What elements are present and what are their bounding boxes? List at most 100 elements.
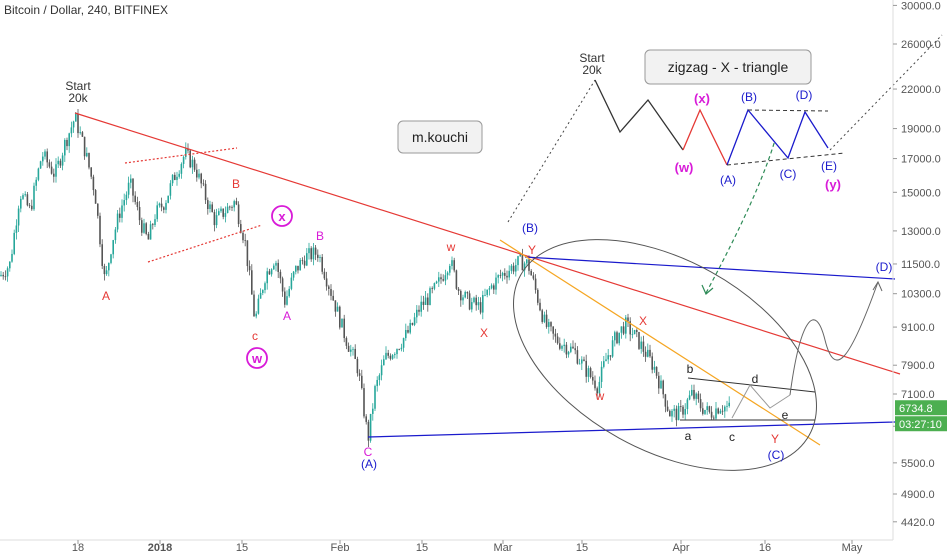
candle-body [248,266,251,271]
candle-body [647,349,649,357]
candle-body [187,148,189,151]
candle-body [631,334,634,335]
candle-body [88,152,90,168]
candle-body [468,293,471,310]
candle-body [451,260,453,266]
candle-body [209,204,211,210]
candle-body [295,265,297,272]
time-tick-label: 18 [72,542,84,554]
candle-body [321,257,323,272]
candle-body [169,183,172,196]
candle-body [512,265,515,272]
candle-body [31,205,33,210]
candle-body [671,410,673,417]
candle-body [314,247,317,255]
wave-label-c1: c [252,329,258,343]
wave-label-fc_C: (C) [780,167,797,181]
candle-body [721,410,724,412]
candle-body [378,375,381,380]
wave-label-A1: A [102,289,110,303]
candle-body [17,208,20,226]
wave-label-B_paren: (B) [522,221,538,235]
candle-body [356,358,359,374]
candle-body [429,288,431,305]
candle-body [79,132,81,134]
candle-body [640,341,642,349]
candle-body [358,373,361,376]
time-tick-label: 2018 [148,542,172,554]
candle-body [486,289,488,295]
countdown-label: 03:27:10 [899,419,942,431]
candle-body [493,285,495,290]
wave-label-D_paren: (D) [876,260,893,274]
candle-body [136,201,139,208]
candle-body [526,259,528,264]
candle-body [565,344,568,355]
candle-body [506,275,508,278]
candle-body [420,301,422,312]
candle-body [341,318,343,328]
candle-body [66,139,68,147]
candle-body [317,254,319,258]
candle-body [365,416,367,422]
candle-body [363,388,365,417]
candle-body [510,265,513,271]
candle-body [422,301,425,305]
candle-body [77,113,79,134]
candle-body [343,318,345,339]
candle-body [64,139,66,156]
candle-body [598,381,601,394]
candle-body [572,346,574,349]
candle-body [453,260,455,271]
candle-body [165,202,167,210]
candle-body [171,174,174,184]
candle-body [158,203,161,206]
red-trendline [74,112,901,375]
candle-body [222,208,224,217]
candle-body [6,268,9,277]
candle-body [431,288,433,290]
candle-body [479,302,482,313]
candle-body [666,406,669,411]
zigzag-title-box [644,49,812,85]
wave-label-X1: X [480,326,488,340]
candle-body [490,285,493,289]
candle-body [389,355,392,359]
candle-body [609,355,612,357]
candle-body [616,332,618,344]
candle-body [475,297,477,306]
candle-body [376,379,378,387]
candle-body [521,254,524,271]
candle-body [259,292,262,299]
candle-body [563,344,565,347]
drawings [74,34,943,471]
candle-body [253,294,255,317]
candle-body [728,402,730,407]
wave-label-c2: c [729,430,735,444]
price-tick-label: 7100.0 [901,389,935,401]
candle-body [464,291,466,298]
candle-body [152,224,154,226]
candle-body [409,323,411,333]
candle-body [693,389,695,399]
chart-title: Bitcoin / Dollar, 240, BITFINEX [4,3,168,17]
candle-body [374,386,376,409]
candle-body [669,410,671,417]
projection-small [731,384,791,419]
candle-body [180,163,183,174]
time-tick-label: Mar [494,542,513,554]
candle-body [178,173,180,177]
candle-body [442,279,444,281]
candle-body [70,127,73,134]
candle-body [264,283,266,291]
wave-label-B2: B [316,229,324,243]
candle-body [229,206,231,208]
wave-label-A2: A [283,309,291,323]
candle-body [596,388,598,394]
price-tick-label: 7900.0 [901,360,935,372]
zigzag-title-label: zigzag - X - triangle [668,59,789,75]
candle-body [39,161,42,169]
candle-body [174,174,176,180]
